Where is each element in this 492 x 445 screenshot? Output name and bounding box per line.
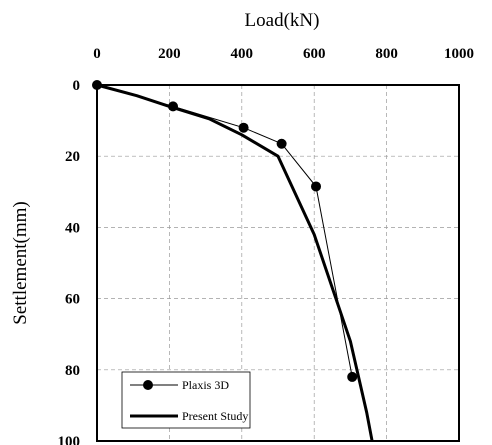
legend: Plaxis 3D Present Study	[121, 371, 251, 429]
legend-box	[121, 371, 251, 429]
y-tick-label: 80	[65, 363, 80, 379]
y-tick-label: 0	[73, 78, 81, 94]
y-axis-title: Settlement(mm)	[10, 201, 31, 324]
x-tick-label: 200	[158, 46, 181, 62]
plaxis-3d-point	[347, 371, 358, 382]
x-tick-label: 1000	[444, 46, 474, 62]
present-study-line	[96, 83, 374, 442]
plaxis-3d-point	[311, 181, 322, 192]
plaxis-3d-point	[276, 138, 287, 149]
legend-plaxis-label: Plaxis 3D	[182, 378, 229, 392]
y-tick-label: 100	[58, 434, 81, 445]
series	[92, 80, 374, 442]
y-tick-label: 60	[65, 292, 80, 308]
x-tick-label: 800	[375, 46, 398, 62]
x-tick-label: 400	[231, 46, 254, 62]
legend-present-label: Present Study	[182, 409, 248, 423]
x-tick-labels: 0 200 400 600 800 1000	[93, 46, 474, 62]
x-axis-title: Load(kN)	[245, 10, 320, 31]
y-tick-label: 20	[65, 149, 80, 165]
x-tick-label: 600	[303, 46, 326, 62]
plaxis-3d-point	[238, 122, 249, 133]
y-tick-label: 40	[65, 220, 80, 236]
y-tick-labels: 0 20 40 60 80 100	[58, 78, 81, 445]
x-tick-label: 0	[93, 46, 101, 62]
plot-frame	[96, 84, 460, 442]
legend-plaxis-marker	[143, 380, 153, 390]
